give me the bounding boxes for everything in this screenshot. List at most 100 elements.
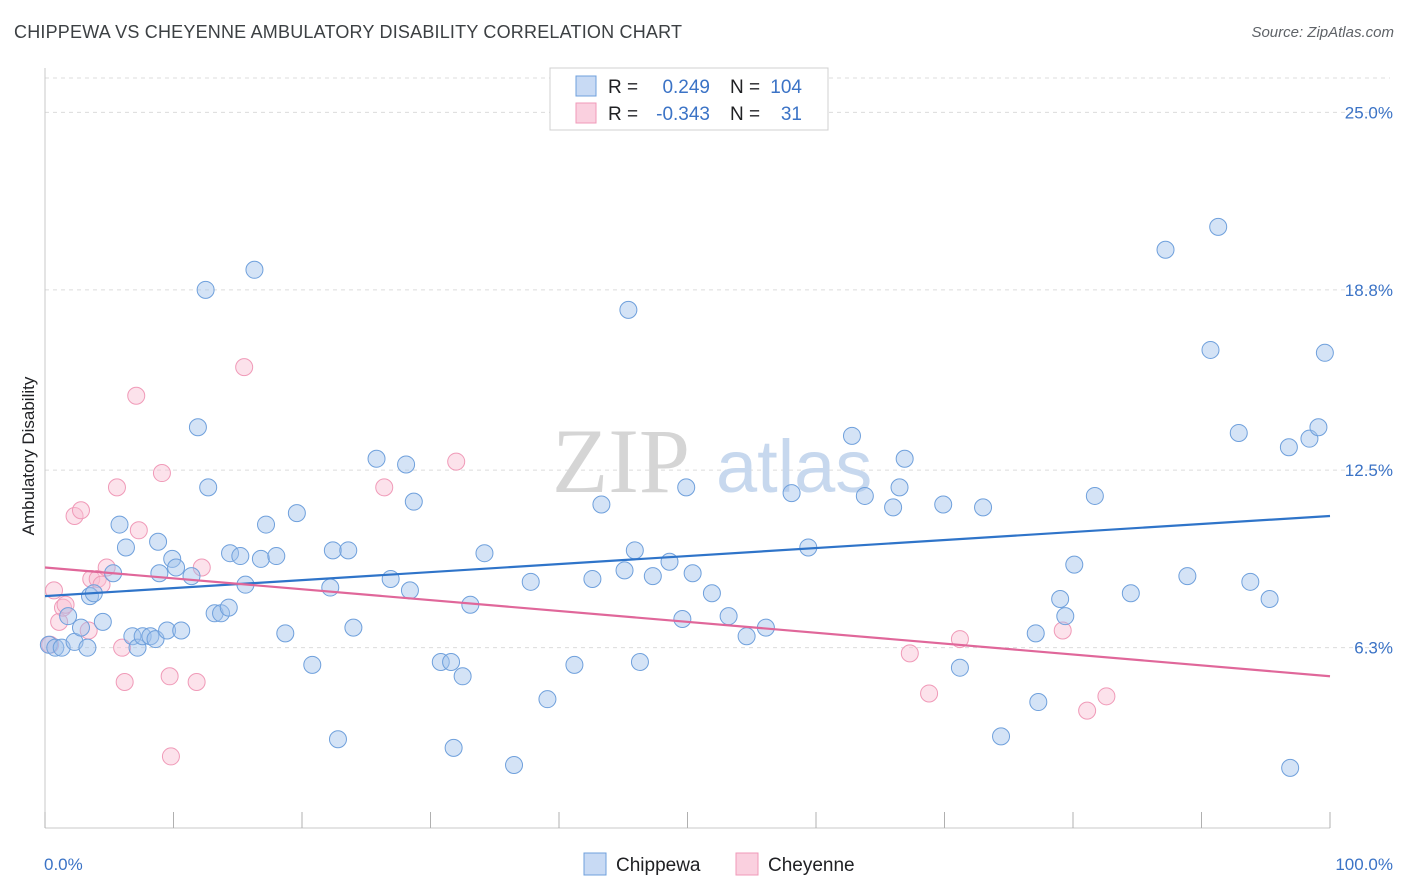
chippewa-point [934, 495, 953, 514]
chippewa-point [158, 621, 177, 640]
cheyenne-point [127, 386, 146, 405]
chippewa-point [400, 581, 419, 600]
chippewa-point [1178, 567, 1197, 586]
cheyenne-point [53, 598, 72, 617]
chippewa-point [782, 484, 801, 503]
chippewa-point [677, 478, 696, 497]
chippewa-point [219, 598, 238, 617]
chippewa-point [163, 549, 182, 568]
chippewa-point [565, 655, 584, 674]
cheyenne-point [129, 521, 148, 540]
chart-title: CHIPPEWA VS CHEYENNE AMBULATORY DISABILI… [14, 22, 683, 42]
chippewa-point [884, 498, 903, 517]
chippewa-point [855, 486, 874, 505]
chippewa-point [538, 690, 557, 709]
cheyenne-point [160, 667, 179, 686]
chippewa-point [276, 624, 295, 643]
chippewa-point [123, 627, 142, 646]
chippewa-point [1085, 486, 1104, 505]
bottom-legend-label-cheyenne: Cheyenne [768, 855, 855, 876]
chippewa-point [592, 495, 611, 514]
cheyenne-point [152, 464, 171, 483]
bottom-legend-label-chippewa: Chippewa [616, 855, 701, 876]
chippewa-point [251, 549, 270, 568]
chippewa-point [1209, 217, 1228, 236]
chippewa-point [1029, 693, 1048, 712]
chippewa-point [992, 727, 1011, 746]
chippewa-point [1241, 572, 1260, 591]
legend-n-label: N = [730, 104, 760, 125]
chippewa-point [702, 584, 721, 603]
chippewa-point [221, 544, 240, 563]
chippewa-point [196, 280, 215, 299]
chippewa-point [1051, 589, 1070, 608]
chippewa-point [1026, 624, 1045, 643]
chippewa-point [625, 541, 644, 560]
chippewa-point [303, 655, 322, 674]
chippewa-point [141, 627, 160, 646]
chippewa-point [583, 569, 602, 588]
chippewa-point [1201, 340, 1220, 359]
chippewa-point [1309, 418, 1328, 437]
watermark-zip: ZIP [552, 410, 690, 512]
axes [44, 68, 1331, 829]
chippewa-point [167, 558, 186, 577]
chippewa-point [182, 567, 201, 586]
chippewa-point [93, 612, 112, 631]
chippewa-points [39, 217, 1334, 777]
cheyenne-point [1078, 701, 1097, 720]
chippewa-point [615, 561, 634, 580]
cheyenne-point [50, 612, 69, 631]
x-tick-label: 0.0% [44, 855, 83, 874]
cheyenne-point [187, 673, 206, 692]
chippewa-point [71, 618, 90, 637]
chippewa-point [630, 652, 649, 671]
watermark-atlas: atlas [716, 425, 872, 508]
x-tick-labels: 0.0% 100.0% [44, 855, 1393, 874]
cheyenne-point [235, 358, 254, 377]
cheyenne-point [950, 630, 969, 649]
chippewa-point [1260, 589, 1279, 608]
chippewa-point [643, 567, 662, 586]
chippewa-point [116, 538, 135, 557]
chippewa-point [404, 492, 423, 511]
x-tick-label: 100.0% [1335, 855, 1393, 874]
chippewa-point [683, 564, 702, 583]
y-tick-label: 12.5% [1345, 461, 1393, 480]
chippewa-point [719, 607, 738, 626]
zipatlas-watermark: ZIP atlas [552, 410, 872, 512]
cheyenne-point [161, 747, 180, 766]
chippewa-point [1121, 584, 1140, 603]
chippewa-point [188, 418, 207, 437]
cheyenne-point [71, 501, 90, 520]
chippewa-point [842, 426, 861, 445]
legend-r-value: 0.249 [662, 77, 710, 98]
cheyenne-points [41, 358, 1116, 766]
chippewa-point [321, 578, 340, 597]
legend-r-label: R = [608, 104, 638, 125]
cheyenne-point [115, 673, 134, 692]
y-axis-label: Ambulatory Disability [19, 376, 38, 535]
chippewa-point [444, 738, 463, 757]
y-tick-labels: 6.3% 12.5% 18.8% 25.0% [1345, 103, 1393, 657]
chippewa-point [1065, 555, 1084, 574]
chippewa-point [46, 638, 65, 657]
chippewa-point [1229, 423, 1248, 442]
chippewa-point [475, 544, 494, 563]
chippewa-point [974, 498, 993, 517]
bottom-legend-swatch-cheyenne [735, 852, 759, 876]
chippewa-point [128, 638, 147, 657]
chippewa-point [323, 541, 342, 560]
legend-n-value: 104 [770, 77, 802, 98]
chippewa-point [339, 541, 358, 560]
chippewa-point [1056, 607, 1075, 626]
chippewa-point [1281, 758, 1300, 777]
correlation-legend: R = 0.249 N = 104 R = -0.343 N = 31 [549, 67, 829, 131]
legend-r-label: R = [608, 77, 638, 98]
chippewa-point [367, 449, 386, 468]
chippewa-point [950, 658, 969, 677]
chippewa-point [453, 667, 472, 686]
chippewa-point [110, 515, 129, 534]
legend-n-value: 31 [781, 104, 802, 125]
trend-lines [44, 514, 1331, 678]
